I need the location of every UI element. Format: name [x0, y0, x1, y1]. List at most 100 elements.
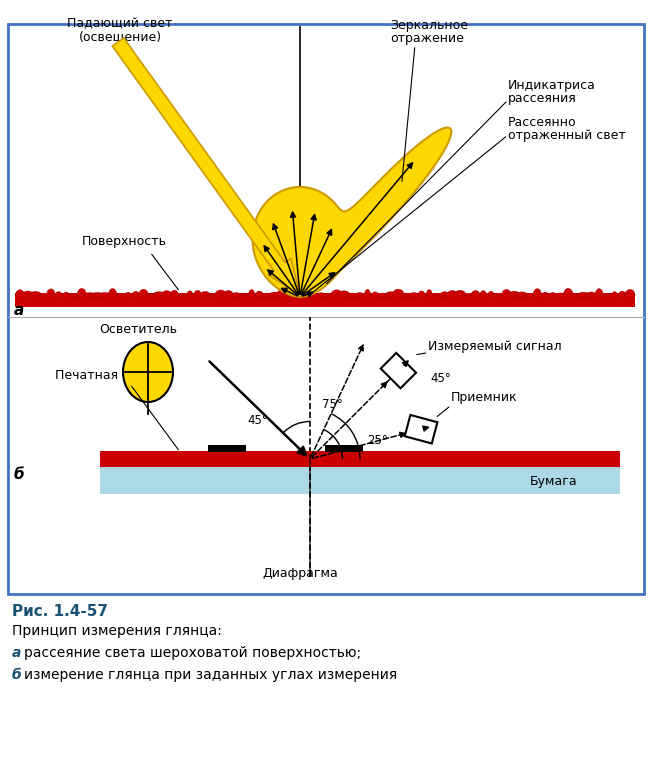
Ellipse shape [294, 293, 302, 296]
Ellipse shape [533, 289, 542, 301]
Ellipse shape [409, 293, 419, 297]
Ellipse shape [100, 293, 110, 298]
Ellipse shape [495, 294, 502, 296]
Ellipse shape [215, 290, 227, 300]
Ellipse shape [22, 291, 33, 299]
Ellipse shape [91, 293, 103, 298]
Ellipse shape [557, 293, 564, 297]
Ellipse shape [310, 290, 317, 300]
Text: а: а [12, 646, 22, 660]
Ellipse shape [604, 294, 610, 296]
Ellipse shape [440, 292, 449, 299]
Ellipse shape [170, 290, 179, 300]
Ellipse shape [16, 290, 25, 300]
Bar [15, 293, 635, 307]
Ellipse shape [55, 292, 62, 299]
Text: рассеяние света шероховатой поверхностью;: рассеяние света шероховатой поверхностью… [24, 646, 361, 660]
Ellipse shape [139, 290, 149, 301]
Ellipse shape [125, 292, 131, 298]
Ellipse shape [248, 290, 255, 300]
Text: б: б [12, 668, 22, 682]
Ellipse shape [186, 291, 193, 300]
Bar [100, 451, 620, 467]
Ellipse shape [447, 290, 458, 300]
Text: Индикатриса: Индикатриса [508, 79, 596, 92]
Text: измерение глянца при заданных углах измерения: измерение глянца при заданных углах изме… [24, 668, 397, 682]
Polygon shape [252, 127, 451, 297]
Bar [381, 353, 416, 388]
Ellipse shape [207, 294, 219, 296]
Ellipse shape [550, 293, 556, 298]
Ellipse shape [145, 294, 157, 296]
Ellipse shape [462, 294, 473, 296]
Ellipse shape [393, 289, 404, 301]
Text: 25°: 25° [368, 434, 389, 446]
Ellipse shape [385, 292, 396, 299]
Ellipse shape [338, 291, 350, 300]
Ellipse shape [194, 290, 201, 300]
Ellipse shape [323, 293, 334, 297]
Text: Бумага: Бумага [530, 476, 578, 489]
Ellipse shape [153, 292, 165, 299]
Ellipse shape [200, 291, 211, 299]
Text: Приемник: Приемник [451, 391, 518, 405]
Ellipse shape [563, 288, 573, 302]
Ellipse shape [84, 293, 95, 297]
Ellipse shape [480, 290, 486, 300]
Ellipse shape [625, 290, 635, 300]
Ellipse shape [542, 292, 548, 298]
Bar [325, 445, 363, 452]
Text: 45°: 45° [248, 414, 269, 426]
Ellipse shape [269, 292, 281, 298]
Text: рассеяния: рассеяния [508, 92, 577, 105]
Ellipse shape [29, 291, 42, 299]
Ellipse shape [241, 293, 247, 296]
Ellipse shape [356, 293, 363, 297]
Ellipse shape [132, 291, 140, 299]
Ellipse shape [63, 292, 69, 298]
Ellipse shape [117, 293, 124, 296]
Ellipse shape [348, 293, 357, 297]
Text: Поверхность: Поверхность [82, 235, 167, 248]
Ellipse shape [509, 291, 520, 299]
Text: Осветитель: Осветитель [99, 323, 177, 336]
Ellipse shape [502, 290, 511, 300]
Ellipse shape [454, 290, 466, 300]
Ellipse shape [578, 292, 589, 298]
Ellipse shape [488, 291, 494, 299]
Text: б: б [14, 467, 25, 482]
Text: отражение: отражение [390, 32, 464, 45]
FancyBboxPatch shape [8, 24, 644, 594]
Ellipse shape [108, 289, 117, 302]
Ellipse shape [70, 293, 78, 296]
Ellipse shape [162, 290, 172, 300]
Ellipse shape [612, 292, 617, 299]
Text: а: а [14, 303, 24, 318]
Ellipse shape [418, 291, 425, 299]
Ellipse shape [434, 294, 440, 296]
Ellipse shape [317, 293, 325, 297]
Polygon shape [112, 38, 300, 295]
Ellipse shape [77, 289, 87, 302]
Bar [100, 462, 620, 494]
Ellipse shape [471, 290, 480, 300]
Text: Измеряемый сигнал: Измеряемый сигнал [428, 340, 562, 353]
Text: 45°: 45° [430, 372, 451, 385]
Text: отраженный свет: отраженный свет [508, 129, 626, 142]
Ellipse shape [46, 289, 55, 301]
Ellipse shape [123, 342, 173, 402]
Ellipse shape [426, 290, 432, 300]
Ellipse shape [400, 293, 411, 297]
Ellipse shape [286, 292, 295, 298]
Ellipse shape [379, 293, 387, 297]
Ellipse shape [364, 290, 370, 301]
Text: Рассеянно: Рассеянно [508, 116, 576, 129]
Bar [405, 415, 437, 443]
Text: Рис. 1.4-57: Рис. 1.4-57 [12, 604, 108, 619]
Text: Зеркальное: Зеркальное [390, 19, 468, 32]
Bar [208, 445, 246, 452]
Text: Принцип измерения глянца:: Принцип измерения глянца: [12, 624, 222, 638]
Ellipse shape [524, 294, 535, 296]
Ellipse shape [331, 290, 342, 300]
Ellipse shape [256, 291, 263, 299]
